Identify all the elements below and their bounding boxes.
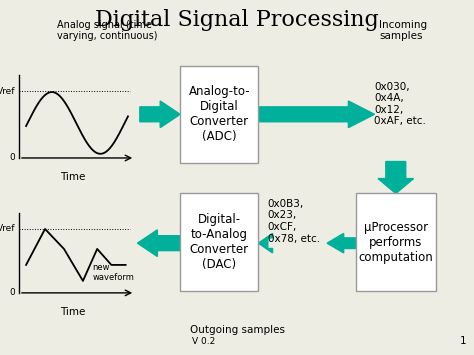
Polygon shape	[140, 101, 180, 127]
Text: Incoming
samples: Incoming samples	[379, 20, 428, 41]
Polygon shape	[258, 234, 273, 253]
Text: Time: Time	[60, 172, 85, 182]
Polygon shape	[327, 234, 356, 253]
Text: Digital Signal Processing: Digital Signal Processing	[95, 9, 379, 31]
Polygon shape	[378, 162, 413, 193]
FancyBboxPatch shape	[180, 66, 258, 163]
Polygon shape	[258, 101, 374, 127]
Text: 0: 0	[9, 153, 15, 163]
Text: Digital-
to-Analog
Converter
(DAC): Digital- to-Analog Converter (DAC)	[190, 213, 249, 271]
Text: 0: 0	[9, 288, 15, 297]
Text: 1: 1	[460, 336, 467, 346]
Text: μProcessor
performs
computation: μProcessor performs computation	[358, 221, 433, 264]
FancyBboxPatch shape	[356, 193, 436, 291]
Text: Vref: Vref	[0, 87, 15, 96]
Text: Outgoing samples: Outgoing samples	[190, 325, 284, 335]
Text: Analog signal (time
varying, continuous): Analog signal (time varying, continuous)	[57, 20, 157, 41]
Text: Vref: Vref	[0, 224, 15, 234]
Text: 0x0B3,
0x23,
0xCF,
0x78, etc.: 0x0B3, 0x23, 0xCF, 0x78, etc.	[268, 199, 320, 244]
Text: Time: Time	[60, 307, 85, 317]
Text: 0x030,
0x4A,
0x12,
0xAF, etc.: 0x030, 0x4A, 0x12, 0xAF, etc.	[374, 82, 426, 126]
Polygon shape	[137, 230, 180, 256]
FancyBboxPatch shape	[180, 193, 258, 291]
Text: Analog-to-
Digital
Converter
(ADC): Analog-to- Digital Converter (ADC)	[188, 86, 250, 143]
Text: new
waveform: new waveform	[92, 263, 134, 282]
Text: V 0.2: V 0.2	[192, 337, 216, 346]
